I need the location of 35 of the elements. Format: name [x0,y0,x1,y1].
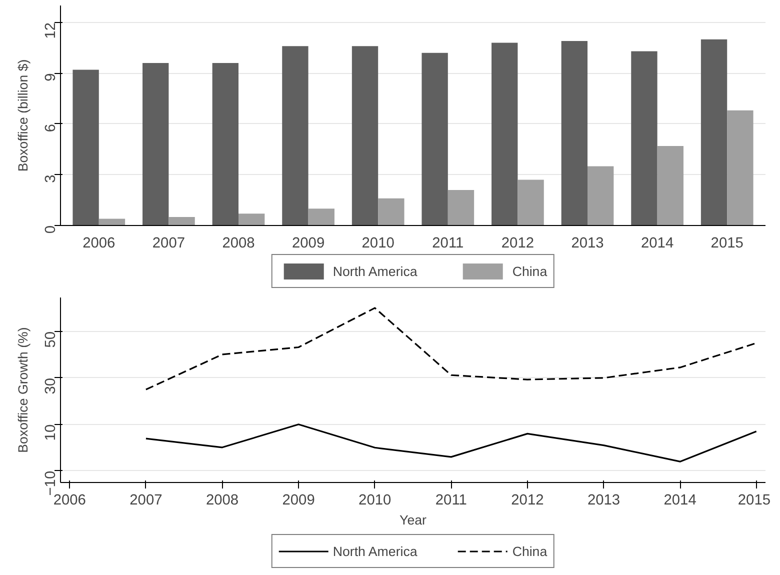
x-tick-label: 2010 [362,236,394,252]
x-tick-label: 2014 [641,236,674,252]
legend-label: North America [332,544,418,558]
legend-label: North America [332,264,418,278]
x-tick-label: 2008 [206,492,239,508]
x-tick-label: 2012 [511,492,544,508]
y-tick-label: 6 [43,124,59,132]
x-tick-label: 2014 [664,492,696,508]
x-tick-label: 2011 [432,236,464,252]
x-tick-label: 2007 [130,492,162,508]
y-tick-label: 10 [43,424,59,441]
x-tick-label: 2007 [152,236,185,252]
x-tick-label: 2006 [53,492,86,508]
x-tick-label: 2013 [587,492,620,508]
y-axis-title: Boxoffice (billion $) [16,59,30,172]
x-tick-label: 2010 [358,492,392,508]
y-tick-label: 12 [43,22,59,39]
legend-label: China [512,264,548,278]
x-tick-label: 2009 [292,236,325,252]
x-axis-title: Year [400,512,428,528]
x-tick-label: 2013 [571,236,604,252]
y-tick-label: 3 [43,174,59,183]
x-tick-label: 2008 [222,236,255,252]
x-tick-label: 2015 [710,236,744,252]
x-tick-label: 2006 [82,236,116,252]
y-axis-title: Boxoffice Growth (%) [16,327,30,453]
y-tick-label: 30 [43,378,59,394]
x-tick-label: 2015 [738,492,771,508]
legend-label: China [512,544,548,558]
x-tick-label: 2011 [435,492,467,508]
y-tick-label: 50 [43,331,59,348]
x-tick-label: 2012 [501,236,534,252]
y-tick-label: 0 [43,225,59,234]
x-tick-label: 2009 [282,492,315,508]
y-tick-label: 9 [43,73,59,82]
